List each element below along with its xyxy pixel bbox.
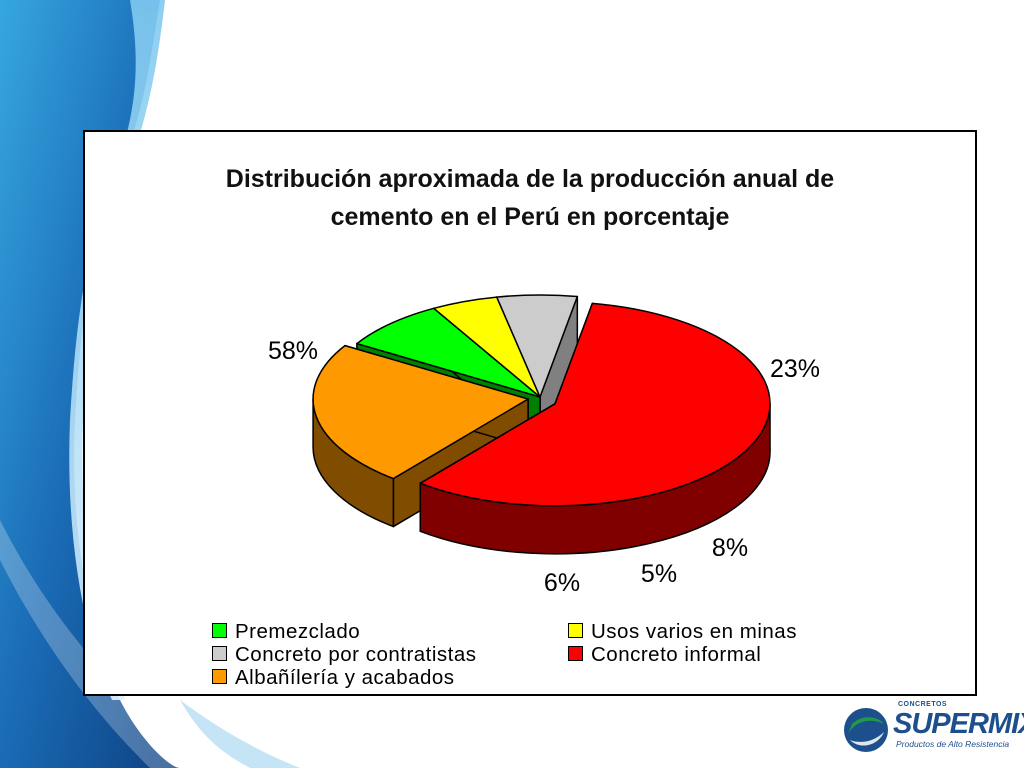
legend-item-concreto-por-contratistas: Concreto por contratistas <box>212 644 477 666</box>
legend-item-premezclado: Premezclado <box>212 621 360 643</box>
legend-label: Concreto informal <box>591 643 762 666</box>
pie-slice-albanileria-y-acabados <box>312 344 529 480</box>
legend-label: Albañílería y acabados <box>235 666 455 689</box>
legend-item-albanileria-y-acabados: Albañílería y acabados <box>212 667 455 689</box>
chart-panel: Distribución aproximada de la producción… <box>83 130 977 696</box>
legend-label: Concreto por contratistas <box>235 643 477 666</box>
legend-label: Usos varios en minas <box>591 620 797 643</box>
pie-data-label-4: 6% <box>544 569 580 597</box>
pie-data-label-3: 5% <box>641 560 677 588</box>
legend-swatch <box>568 646 583 662</box>
chart-title-line-2: cemento en el Perú en porcentaje <box>330 203 730 231</box>
pie-slice-concreto-informal <box>419 302 771 507</box>
legend-swatch <box>568 623 583 639</box>
legend-swatch <box>212 669 227 685</box>
legend-item-concreto-informal: Concreto informal <box>568 644 761 666</box>
supermix-logo-mark <box>844 708 888 752</box>
chart-title-line-1: Distribución aproximada de la producción… <box>225 165 835 193</box>
legend-label: Premezclado <box>235 620 361 643</box>
pie-slice-concreto-por-contratistas <box>496 294 579 398</box>
pie-data-label-1: 23% <box>770 355 820 383</box>
legend-item-usos-varios-en-minas: Usos varios en minas <box>568 621 797 643</box>
pie-slice-premezclado <box>356 307 541 398</box>
pie-data-label-0: 58% <box>268 337 318 365</box>
legend-swatch <box>212 623 227 639</box>
logo-brand: SUPERMIX <box>893 708 1024 740</box>
logo-small-text: CONCRETOS <box>898 701 948 708</box>
pie-slice-tops <box>312 294 771 507</box>
chart-title: Distribución aproximada de la producción… <box>85 160 975 236</box>
chart-legend: Premezclado Usos varios en minas Concret… <box>212 621 932 693</box>
pie-data-label-2: 8% <box>712 534 748 562</box>
logo-tagline: Productos de Alto Resistencia <box>896 739 1010 749</box>
pie-chart: 58% 23% 8% 5% 6% <box>268 294 820 597</box>
legend-swatch <box>212 646 227 662</box>
